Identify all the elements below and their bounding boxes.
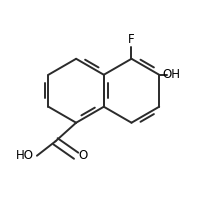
Text: HO: HO <box>16 149 34 162</box>
Text: OH: OH <box>162 68 180 81</box>
Text: F: F <box>128 33 135 46</box>
Text: O: O <box>78 149 87 162</box>
